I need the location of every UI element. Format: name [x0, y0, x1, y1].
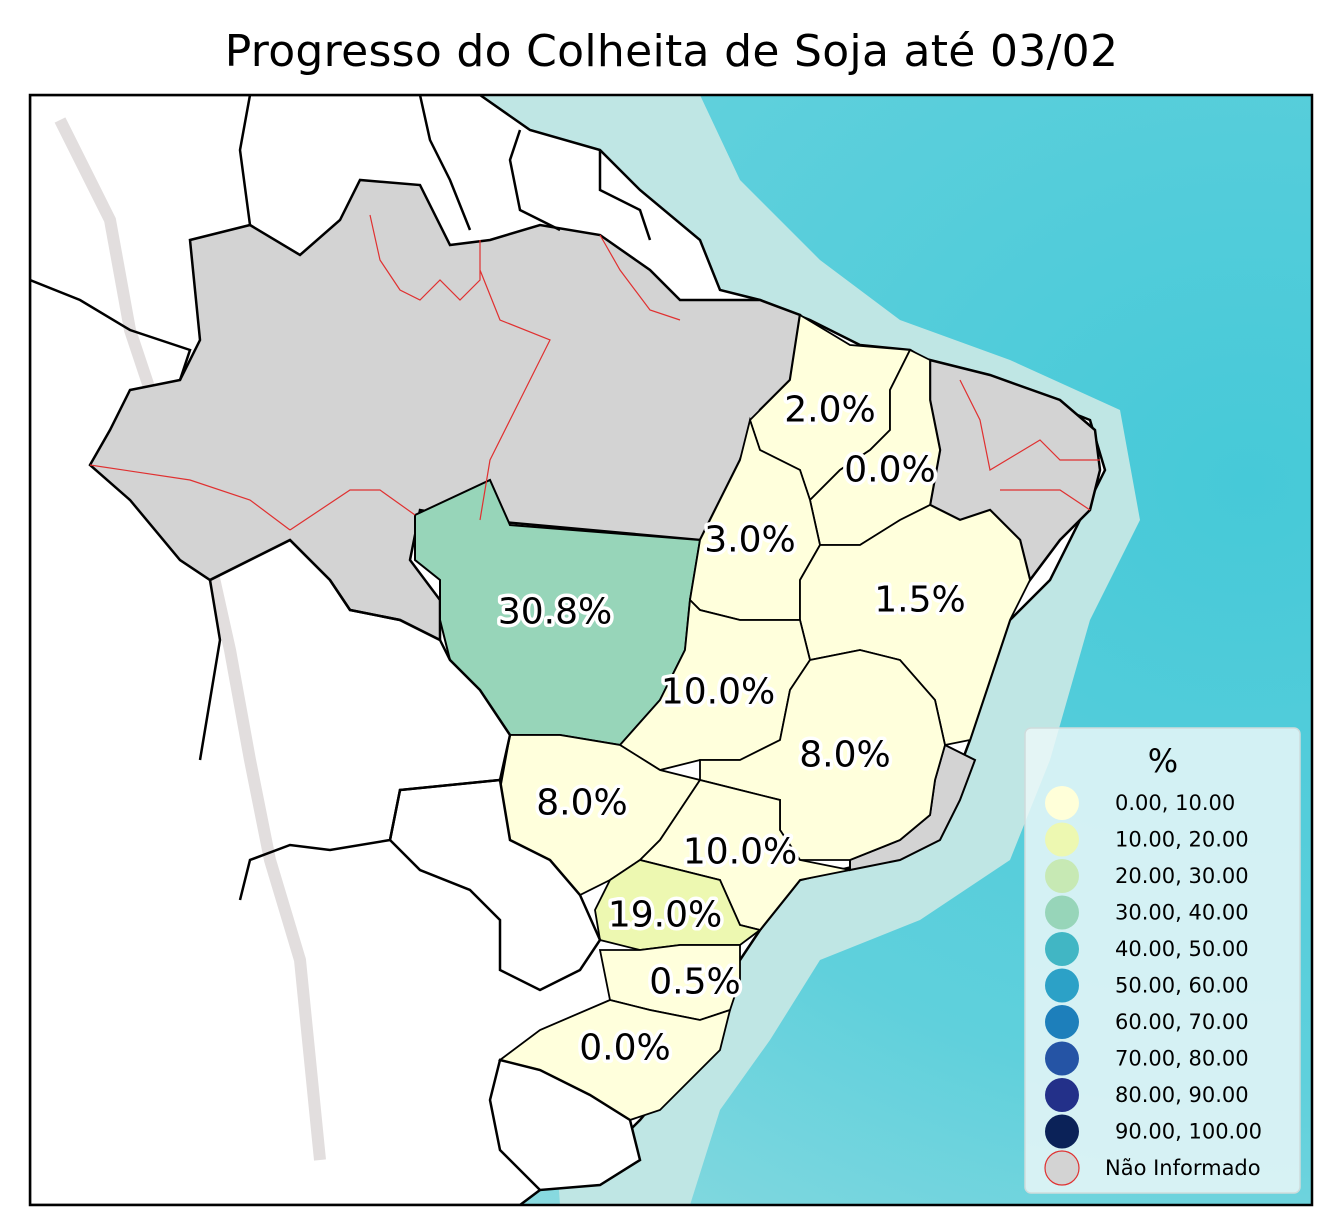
label-ms: 8.0%: [536, 783, 627, 824]
legend-label: 40.00, 50.00: [1115, 937, 1249, 961]
country-paraguay: [388, 778, 602, 992]
legend-swatch: [1045, 1041, 1079, 1076]
country-uruguay: [488, 1058, 642, 1192]
legend-label: 10.00, 20.00: [1115, 828, 1249, 852]
label-ma: 2.0%: [784, 390, 875, 431]
label-ba: 1.5%: [874, 580, 965, 621]
label-sc: 0.5%: [649, 962, 740, 1003]
legend-swatch: [1045, 1114, 1079, 1149]
legend-label: 20.00, 30.00: [1115, 864, 1249, 888]
label-pi: 0.0%: [844, 450, 935, 491]
legend-swatch: [1045, 786, 1079, 820]
state-pr: [594, 859, 763, 951]
legend-title: %: [1148, 742, 1178, 780]
legend-swatch: [1045, 822, 1079, 857]
legend: % 0.00, 10.00 10.00, 20.00 20.00, 30.00 30.…: [1024, 727, 1301, 1194]
region-no-data-north: [88, 178, 802, 643]
label-sp: 10.0%: [683, 832, 797, 873]
legend-box: [1024, 727, 1301, 1194]
legend-swatch: [1045, 1078, 1079, 1112]
legend-label: 0.00, 10.00: [1115, 791, 1235, 815]
legend-swatch: [1045, 932, 1079, 966]
legend-label: 60.00, 70.00: [1115, 1010, 1249, 1034]
legend-label: 30.00, 40.00: [1115, 901, 1249, 925]
legend-label: 70.00, 80.00: [1115, 1047, 1249, 1071]
legend-swatch: [1044, 1150, 1080, 1186]
label-mg: 8.0%: [799, 735, 890, 776]
label-pr: 19.0%: [608, 895, 722, 936]
label-go: 10.0%: [661, 672, 775, 713]
legend-swatch: [1045, 968, 1079, 1003]
legend-label: Não Informado: [1105, 1156, 1261, 1180]
andes-relief: [54, 117, 326, 1161]
map-title: Progresso do Colheita de Soja até 03/02: [224, 26, 1119, 77]
label-mt: 30.8%: [498, 592, 612, 633]
legend-swatch: [1045, 859, 1079, 893]
legend-swatch: [1045, 1005, 1079, 1039]
label-rs: 0.0%: [579, 1028, 670, 1069]
legend-label: 50.00, 60.00: [1115, 974, 1249, 998]
map-frame: [28, 93, 1314, 1207]
label-to: 3.0%: [704, 520, 795, 561]
state-labels: 30.8% 2.0% 0.0% 3.0% 1.5% 10.0% 8.0% 8.0…: [494, 386, 969, 1072]
legend-label: 90.00, 100.00: [1115, 1120, 1262, 1144]
internal-borders: [89, 214, 1100, 531]
country-bolivia: [198, 538, 512, 901]
legend-label: 80.00, 90.00: [1115, 1083, 1249, 1107]
legend-swatch: [1045, 895, 1079, 930]
guianas-borders: [30, 95, 652, 381]
